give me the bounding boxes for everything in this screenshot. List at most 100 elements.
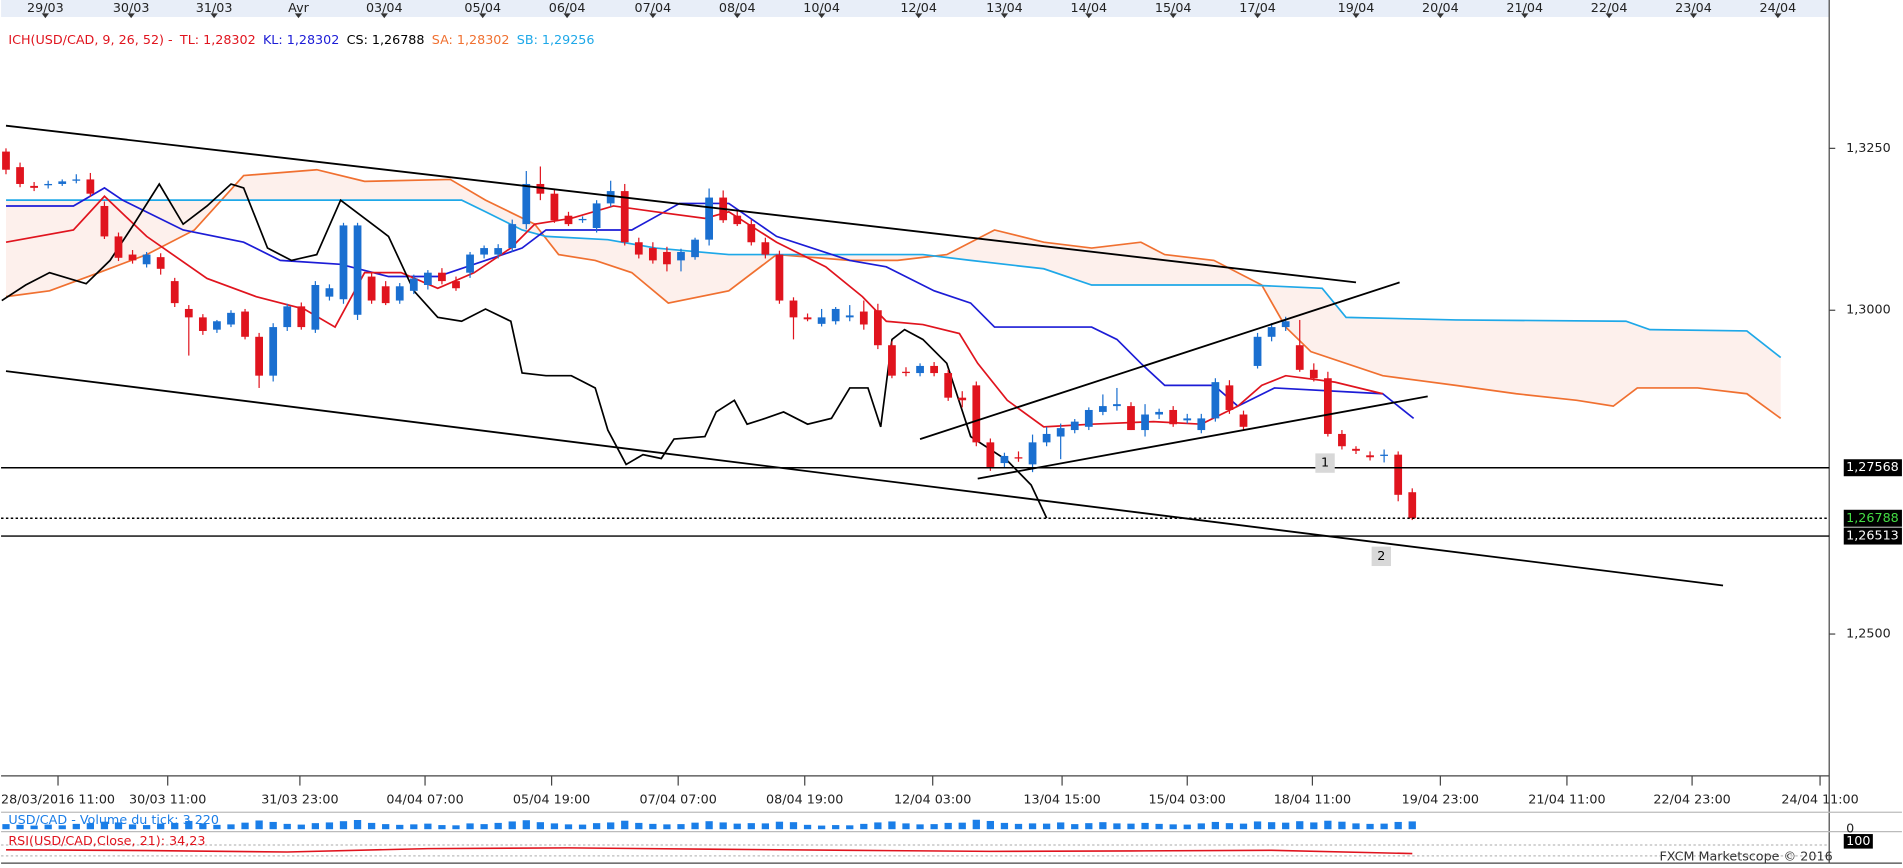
candle-body (297, 306, 306, 328)
volume-bar (733, 823, 741, 830)
volume-bar (1296, 821, 1304, 830)
top-tick-label: 06/04 (549, 0, 586, 15)
y-tick-label: 1,2500 (1846, 626, 1891, 641)
candle-body (691, 239, 699, 258)
volume-bar (185, 820, 193, 830)
candle-body (803, 317, 812, 320)
candle-body (339, 225, 348, 300)
x-tick-label: 15/04 03:00 (1149, 792, 1226, 807)
volume-bar (72, 823, 80, 830)
candle-body (536, 183, 545, 194)
legend-entry: SA: 1,28302 (432, 32, 510, 47)
x-tick-label: 05/04 19:00 (513, 792, 590, 807)
volume-bar (241, 822, 249, 830)
volume-bar (1338, 821, 1346, 830)
candle-body (184, 308, 193, 318)
candle-body (606, 191, 615, 204)
candle-body (1028, 442, 1037, 465)
candle-body (1408, 492, 1417, 519)
annotation-label: 2 (1377, 548, 1385, 563)
top-tick-mark (127, 13, 135, 19)
volume-bar (157, 823, 165, 830)
volume-bar (874, 822, 882, 830)
volume-bar (1352, 823, 1360, 830)
candle-body (831, 308, 840, 322)
volume-bar (100, 821, 109, 830)
volume-bar (902, 823, 910, 830)
candle-body (381, 286, 390, 304)
volume-bar (888, 821, 896, 830)
price-level-box (1843, 527, 1902, 545)
volume-bar (227, 824, 235, 830)
top-tick-mark (649, 13, 657, 19)
candle-body (1127, 406, 1135, 431)
candle-body (1155, 411, 1163, 415)
footer: FXCM Marketscope © 2016 (1659, 849, 1832, 864)
volume-bar (564, 824, 573, 830)
candle-body (817, 317, 826, 324)
top-tick-label: 07/04 (635, 0, 672, 15)
volume-bar (986, 820, 995, 830)
volume-bar (1225, 823, 1234, 830)
candle-body (311, 284, 320, 330)
candle-body (213, 321, 221, 330)
legend-entry: TL: 1,28302 (179, 32, 256, 47)
top-tick-label: 23/04 (1675, 0, 1712, 15)
volume-bar (663, 824, 671, 830)
volume-bar (311, 823, 319, 830)
top-axis-strip (1, 0, 1830, 17)
x-tick-label: 19/04 23:00 (1402, 792, 1479, 807)
volume-bar (635, 822, 643, 830)
top-tick-label: 15/04 (1155, 0, 1192, 15)
candle-body (1323, 378, 1332, 434)
candle-body (227, 312, 235, 325)
candle-body (269, 327, 278, 376)
candle-body (902, 371, 910, 374)
volume-bar (269, 821, 277, 830)
x-tick-label: 21/04 11:00 (1528, 792, 1605, 807)
volume-bar (578, 824, 587, 830)
x-tick-label: 22/04 23:00 (1653, 792, 1730, 807)
volume-bar (494, 822, 502, 830)
top-tick-label: 29/03 (27, 0, 64, 15)
candle-body (1197, 418, 1206, 431)
top-tick-mark (380, 13, 388, 19)
trendline (977, 395, 1428, 480)
top-tick-label: 30/03 (113, 0, 150, 15)
candle-body (592, 203, 601, 229)
price-level-label: 1,26788 (1846, 510, 1899, 525)
top-tick-label: 05/04 (464, 0, 501, 15)
volume-bar (86, 823, 94, 830)
top-tick-mark (563, 13, 571, 19)
volume-bar (1141, 822, 1149, 830)
ichimoku-cloud (6, 169, 1781, 419)
volume-bar (466, 823, 474, 830)
candle-body (480, 248, 488, 255)
candle-body (1352, 448, 1360, 451)
price-level-label: 1,26513 (1846, 528, 1899, 543)
top-tick-mark (1521, 13, 1529, 19)
candle-body (986, 442, 995, 467)
candle-body (409, 278, 418, 291)
volume-bar (1042, 823, 1051, 830)
x-tick-label: 13/04 15:00 (1023, 792, 1100, 807)
volume-bar (1380, 823, 1388, 830)
volume-bar (944, 822, 952, 830)
candle-body (648, 248, 657, 261)
volume-bar (297, 824, 305, 830)
x-tick-label: 04/04 07:00 (386, 792, 463, 807)
candle-body (916, 365, 924, 374)
top-tick-label: 17/04 (1239, 0, 1276, 15)
candle-body (1113, 404, 1121, 407)
top-tick-label: 13/04 (986, 0, 1023, 15)
candle-body (100, 205, 109, 237)
candle-body (1338, 433, 1346, 447)
candle-body (1098, 406, 1107, 412)
volume-tick-label: 0 (1846, 821, 1854, 836)
top-tick-mark (817, 13, 826, 19)
trendline (5, 370, 1724, 587)
volume-bar (1085, 823, 1093, 830)
candle-body (620, 191, 629, 243)
candle-body (86, 179, 95, 194)
